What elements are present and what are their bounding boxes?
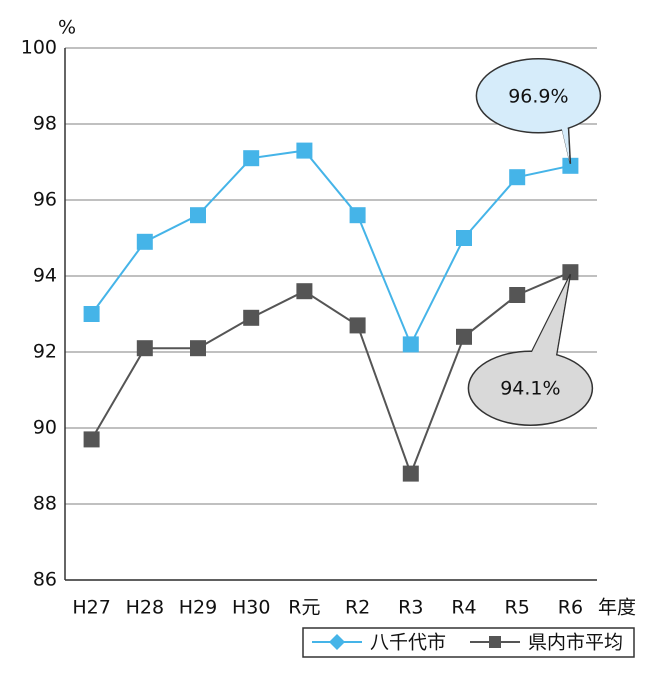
marker bbox=[456, 328, 472, 345]
x-tick-label: R4 bbox=[451, 597, 476, 619]
callout-tail-cover bbox=[559, 118, 570, 162]
data-label: 94.1% bbox=[500, 378, 560, 400]
marker bbox=[296, 283, 313, 300]
marker bbox=[243, 309, 260, 326]
x-tick-label: R3 bbox=[398, 597, 423, 619]
y-tick-label: 98 bbox=[33, 113, 57, 135]
legend-marker bbox=[489, 636, 501, 648]
callout-bubble bbox=[467, 350, 594, 426]
legend-marker bbox=[329, 634, 345, 650]
x-tick-label: H30 bbox=[232, 597, 270, 619]
y-tick-label: 94 bbox=[33, 265, 57, 287]
marker bbox=[190, 207, 206, 224]
marker bbox=[509, 287, 526, 303]
series-line bbox=[90, 149, 571, 347]
y-tick-label: 86 bbox=[33, 569, 57, 591]
marker bbox=[190, 340, 206, 357]
marker bbox=[349, 207, 366, 224]
marker bbox=[402, 465, 419, 482]
callout-bubble bbox=[475, 58, 602, 134]
y-tick-label: 92 bbox=[33, 341, 57, 363]
marker bbox=[349, 317, 366, 334]
marker bbox=[296, 142, 313, 159]
x-tick-label: R元 bbox=[288, 597, 320, 619]
x-axis-label: 年度 bbox=[598, 597, 636, 619]
y-tick-label: 90 bbox=[33, 417, 57, 439]
x-tick-label: H27 bbox=[72, 597, 110, 619]
y-tick-label: 100 bbox=[21, 37, 57, 59]
marker bbox=[136, 340, 153, 357]
marker bbox=[83, 306, 100, 322]
x-tick-label: H28 bbox=[126, 597, 164, 619]
marker bbox=[243, 150, 260, 167]
marker bbox=[562, 157, 579, 174]
y-tick-label: 88 bbox=[33, 493, 57, 515]
x-tick-label: R2 bbox=[345, 597, 370, 619]
series-line bbox=[90, 271, 571, 477]
x-tick-label: R5 bbox=[505, 597, 530, 619]
marker bbox=[83, 431, 100, 448]
x-tick-label: H29 bbox=[179, 597, 217, 619]
data-label: 96.9% bbox=[508, 85, 568, 107]
marker bbox=[136, 233, 153, 250]
legend-label: 八千代市 bbox=[370, 632, 446, 654]
marker bbox=[509, 169, 526, 186]
legend-label: 県内市平均 bbox=[528, 632, 623, 654]
callout-tail-cover bbox=[531, 277, 570, 360]
y-tick-label: 96 bbox=[33, 189, 57, 211]
marker bbox=[562, 264, 579, 281]
y-unit: % bbox=[58, 17, 76, 39]
marker bbox=[456, 230, 472, 246]
marker bbox=[402, 336, 419, 353]
x-tick-label: R6 bbox=[558, 597, 583, 619]
